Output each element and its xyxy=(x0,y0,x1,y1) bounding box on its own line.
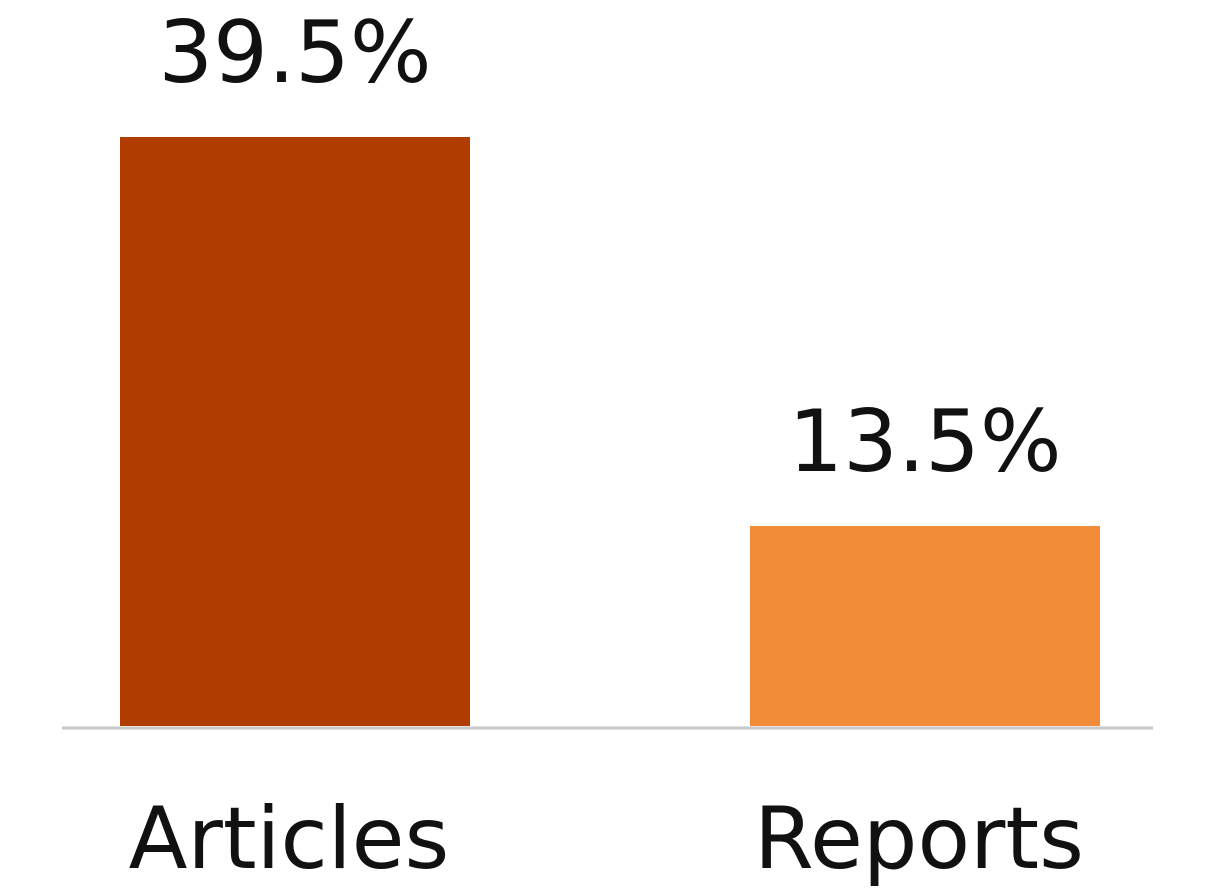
bar-reports xyxy=(750,526,1100,726)
labels-group: 39.5% Articles 13.5% Reports xyxy=(129,3,1084,889)
category-label-reports: Reports xyxy=(754,789,1084,889)
data-label-articles: 39.5% xyxy=(158,3,431,103)
category-label-articles: Articles xyxy=(129,789,450,889)
bar-articles xyxy=(120,137,470,726)
data-label-reports: 13.5% xyxy=(788,392,1061,492)
bars-group xyxy=(120,137,1100,726)
